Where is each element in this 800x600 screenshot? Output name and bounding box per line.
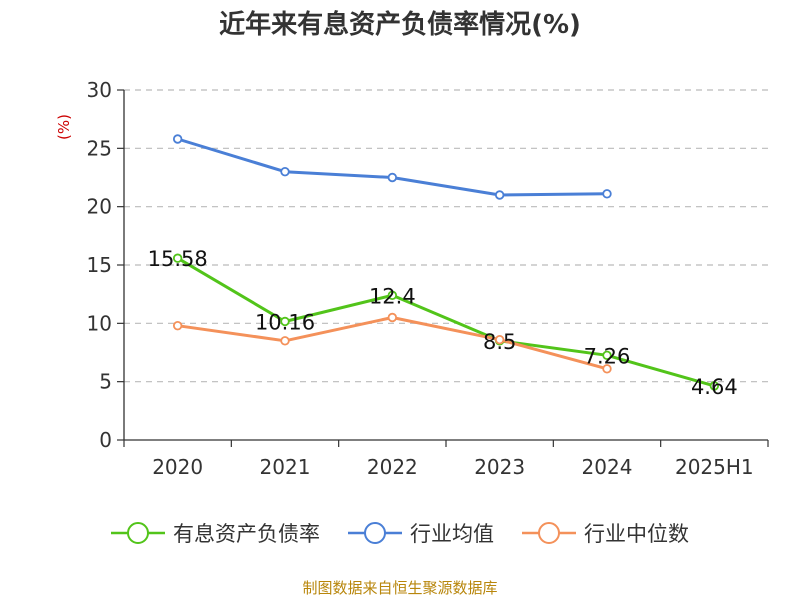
legend: 有息资产负债率 行业均值 行业中位数 [0, 518, 800, 548]
series-industry-median-point [387, 312, 398, 323]
y-tick-label: 15 [87, 253, 112, 277]
x-tick-labels: 2020 2021 2022 2023 2024 2025H1 [152, 455, 753, 479]
y-tick-label: 30 [87, 78, 112, 102]
data-label: 15.58 [148, 247, 208, 271]
axes [117, 89, 769, 447]
data-label: 4.64 [691, 375, 738, 399]
data-label: 10.16 [255, 310, 315, 334]
legend-item-industry-mean[interactable]: 行业均值 [348, 518, 494, 548]
y-axis-label: (%) [55, 114, 73, 140]
x-tick-label: 2022 [367, 455, 418, 479]
data-label: 8.5 [483, 330, 516, 354]
x-tick-label: 2023 [474, 455, 525, 479]
y-tick-label: 0 [99, 428, 112, 452]
series-industry-median-point [602, 364, 612, 374]
legend-swatch-industry-median [522, 522, 576, 544]
y-tick-label: 25 [87, 136, 112, 160]
series-industry-median-point [494, 334, 505, 345]
legend-label-industry-median: 行业中位数 [584, 522, 689, 546]
series-industry-median-line [177, 316, 608, 371]
series-debt-ratio-point [387, 290, 398, 301]
y-tick-label: 20 [87, 195, 112, 219]
series-industry-mean-point [494, 190, 505, 200]
series-industry-mean-line [177, 137, 608, 197]
series-industry-mean-point [172, 134, 183, 144]
series-industry-mean-point [387, 172, 398, 183]
x-tick-label: 2021 [260, 455, 311, 479]
y-tick-labels: 0 5 10 15 20 25 30 [87, 78, 112, 452]
y-tick-label: 10 [87, 311, 112, 335]
series-industry-median-point [172, 320, 183, 331]
source-note: 制图数据来自恒生聚源数据库 [302, 579, 498, 597]
grid-lines [124, 89, 768, 383]
legend-label-debt-ratio: 有息资产负债率 [173, 522, 320, 546]
data-label: 12.4 [369, 284, 416, 308]
series-industry-mean-point [280, 166, 290, 177]
x-tick-label: 2025H1 [675, 455, 754, 479]
series-debt-ratio-line [176, 256, 715, 388]
legend-swatch-industry-mean [348, 522, 402, 544]
series-debt-ratio-point [172, 253, 183, 263]
y-tick-label: 5 [99, 370, 112, 394]
x-tick-label: 2020 [152, 455, 203, 479]
series-debt-ratio-point [709, 381, 720, 391]
series-lines [172, 134, 720, 391]
series-industry-median-point [280, 336, 290, 346]
legend-label-industry-mean: 行业均值 [410, 522, 494, 546]
series-debt-ratio-point [602, 350, 612, 360]
data-label: 7.26 [584, 344, 631, 368]
legend-item-industry-median[interactable]: 行业中位数 [522, 518, 689, 548]
chart-title: 近年来有息资产负债率情况(%) [219, 10, 581, 40]
legend-swatch-debt-ratio [111, 522, 165, 544]
series-debt-ratio-point [280, 316, 290, 327]
data-labels: 15.58 10.16 12.4 8.5 7.26 4.64 [148, 247, 738, 399]
legend-item-debt-ratio[interactable]: 有息资产负债率 [111, 518, 320, 548]
series-industry-mean-point [602, 189, 612, 199]
x-tick-label: 2024 [582, 455, 633, 479]
